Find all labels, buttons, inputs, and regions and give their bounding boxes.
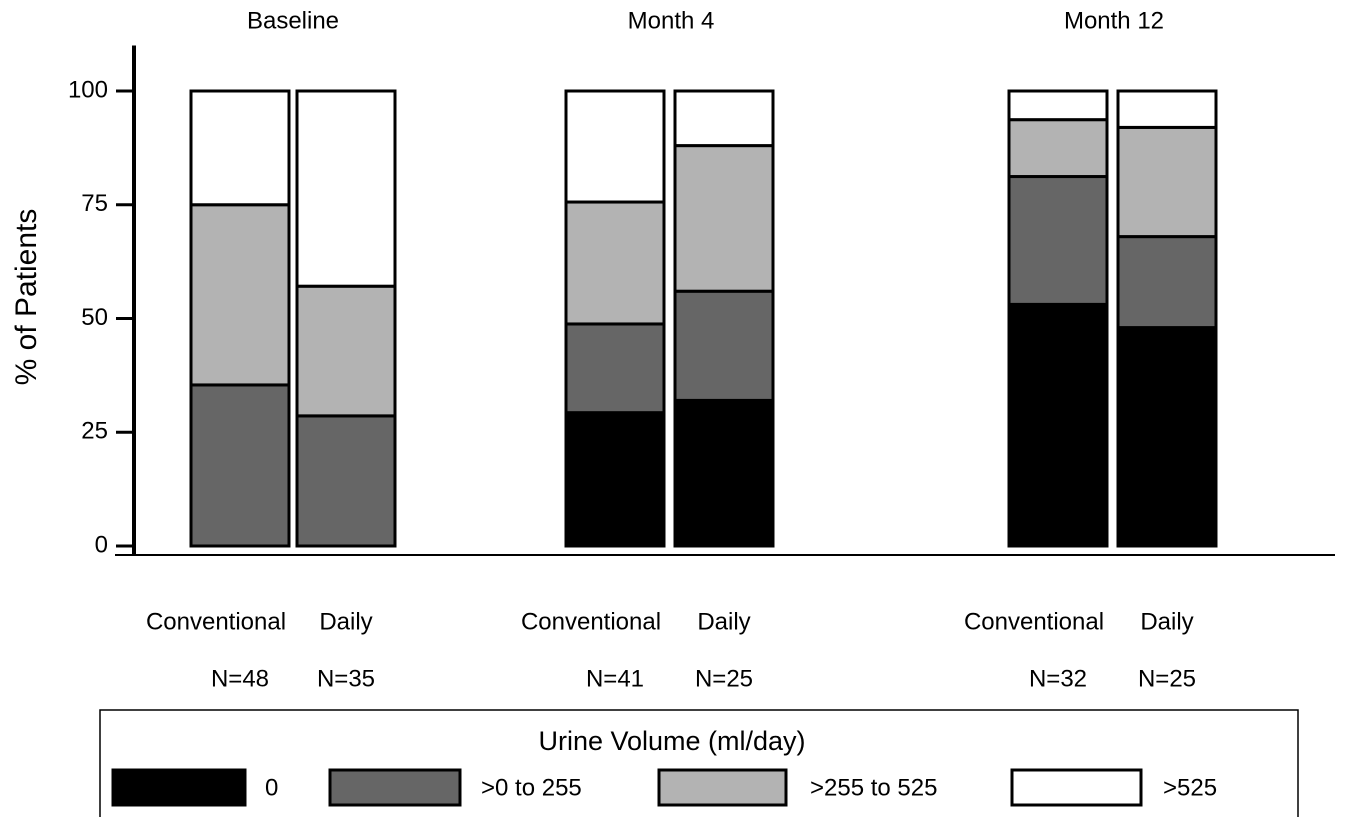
- sample-size-label: N=41: [586, 665, 644, 692]
- legend-swatch: [657, 768, 788, 807]
- bar-segment: [1116, 326, 1218, 548]
- sample-size-label: N=35: [317, 665, 375, 692]
- category-label: Conventional: [146, 608, 286, 635]
- y-axis-label: % of Patients: [10, 209, 43, 386]
- bar-segment: [295, 89, 397, 288]
- bar-segment: [189, 383, 291, 548]
- bar-segment: [673, 89, 775, 148]
- bar-segment: [673, 289, 775, 402]
- legend-label: >0 to 255: [481, 774, 582, 801]
- legend-title: Urine Volume (ml/day): [538, 726, 805, 756]
- category-label: Conventional: [964, 608, 1104, 635]
- bar-segment: [189, 203, 291, 387]
- legend-label: >525: [1163, 774, 1217, 801]
- y-tick-label: 50: [81, 304, 108, 331]
- sample-size-label: N=48: [211, 665, 269, 692]
- y-tick-label: 75: [81, 190, 108, 217]
- y-tick-label: 100: [68, 76, 108, 103]
- bar-segment: [295, 284, 397, 418]
- bar-segment: [564, 322, 666, 415]
- category-label: Daily: [697, 608, 750, 635]
- group-label: Baseline: [247, 7, 339, 34]
- sample-size-label: N=25: [1138, 665, 1196, 692]
- bar-segment: [1007, 175, 1109, 306]
- bar-segment: [1007, 118, 1109, 179]
- group-label: Month 4: [628, 7, 715, 34]
- bar-segment: [564, 411, 666, 548]
- bar-segment: [1116, 125, 1218, 239]
- sample-size-label: N=25: [695, 665, 753, 692]
- bar-segment: [189, 89, 291, 207]
- y-tick-label: 25: [81, 418, 108, 445]
- group-label: Month 12: [1064, 7, 1164, 34]
- legend-swatch: [328, 768, 462, 807]
- legend-swatch: [111, 768, 247, 807]
- y-tick-label: 0: [95, 531, 108, 558]
- bar-segment: [1116, 235, 1218, 330]
- category-label: Daily: [319, 608, 372, 635]
- bar-segment: [295, 414, 397, 548]
- category-label: Daily: [1140, 608, 1193, 635]
- bar-segment: [1007, 89, 1109, 122]
- legend-label: 0: [265, 774, 278, 801]
- legend-swatch: [1010, 768, 1143, 807]
- bar-segment: [673, 144, 775, 293]
- bar-segment: [564, 89, 666, 204]
- bar-segment: [564, 200, 666, 326]
- bar-segment: [673, 398, 775, 548]
- category-label: Conventional: [521, 608, 661, 635]
- sample-size-label: N=32: [1029, 665, 1087, 692]
- bar-segment: [1007, 302, 1109, 548]
- bar-segment: [1116, 89, 1218, 129]
- legend-label: >255 to 525: [810, 774, 937, 801]
